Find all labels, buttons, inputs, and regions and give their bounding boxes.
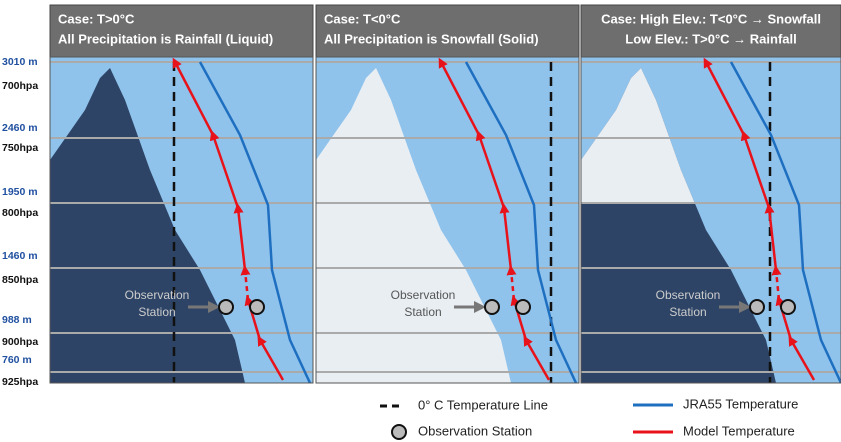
panel-header-text: All Precipitation is Rainfall (Liquid) [58,31,273,46]
panel-header-text: All Precipitation is Snowfall (Solid) [324,31,539,46]
panel-header-text: Case: T>0°C [58,11,135,26]
panel: Observation Station [581,57,841,383]
model-line [257,335,285,381]
axis-label: 760 m [2,354,32,366]
station-label: Station [404,305,441,319]
model-line [703,57,746,136]
model-line [788,335,816,381]
model-line [172,57,215,136]
station-label: Station [669,305,706,319]
mountain [50,68,245,383]
panel: Observation Station [316,57,579,383]
axis-label: 1950 m [2,186,38,198]
mountain [316,68,511,383]
station [484,299,500,315]
axis-label: 800hpa [2,207,38,219]
station-label: Observation [125,288,190,302]
model-line [475,130,506,209]
legend-label: 0° C Temperature Line [418,397,548,412]
panel-header-text: Low Elev.: T>0°C → Rainfall [625,31,796,46]
model-line [233,203,247,271]
station [749,299,765,315]
station [249,299,265,315]
model-line [499,203,513,271]
legend-station [391,424,407,440]
station-label: Observation [391,288,456,302]
axis-label: 1460 m [2,250,38,262]
axis-label: 988 m [2,314,32,326]
axis-label: 700hpa [2,80,38,92]
legend-label: JRA55 Temperature [683,396,798,411]
jra55-line [729,61,841,383]
axis-label: 3010 m [2,56,38,68]
model-line [209,130,240,209]
panel-header [315,4,580,58]
station [218,299,234,315]
axis-label: 750hpa [2,142,38,154]
axis-label: 2460 m [2,122,38,134]
panel-header [49,4,314,58]
panel: Observation Station [50,57,313,383]
model-line [523,335,551,381]
model-line [764,203,778,271]
axis-label: 900hpa [2,336,38,348]
axis-label: 850hpa [2,274,38,286]
axis-label: 925hpa [2,376,38,388]
panel-border [580,56,841,384]
station-label: Observation [656,288,721,302]
panel-header-text: Case: T<0°C [324,11,401,26]
mountain-snow [581,68,695,203]
station [515,299,531,315]
station [780,299,796,315]
panel-border [49,56,314,384]
legend-label: Model Temperature [683,423,795,438]
legend-label: Observation Station [418,423,532,438]
panel-header-text: Case: High Elev.: T<0°C → Snowfall [601,11,821,26]
panel-border [315,56,580,384]
model-line [438,57,481,136]
jra55-line [198,61,312,383]
station-label: Station [138,305,175,319]
jra55-line [464,61,578,383]
model-line [740,130,771,209]
